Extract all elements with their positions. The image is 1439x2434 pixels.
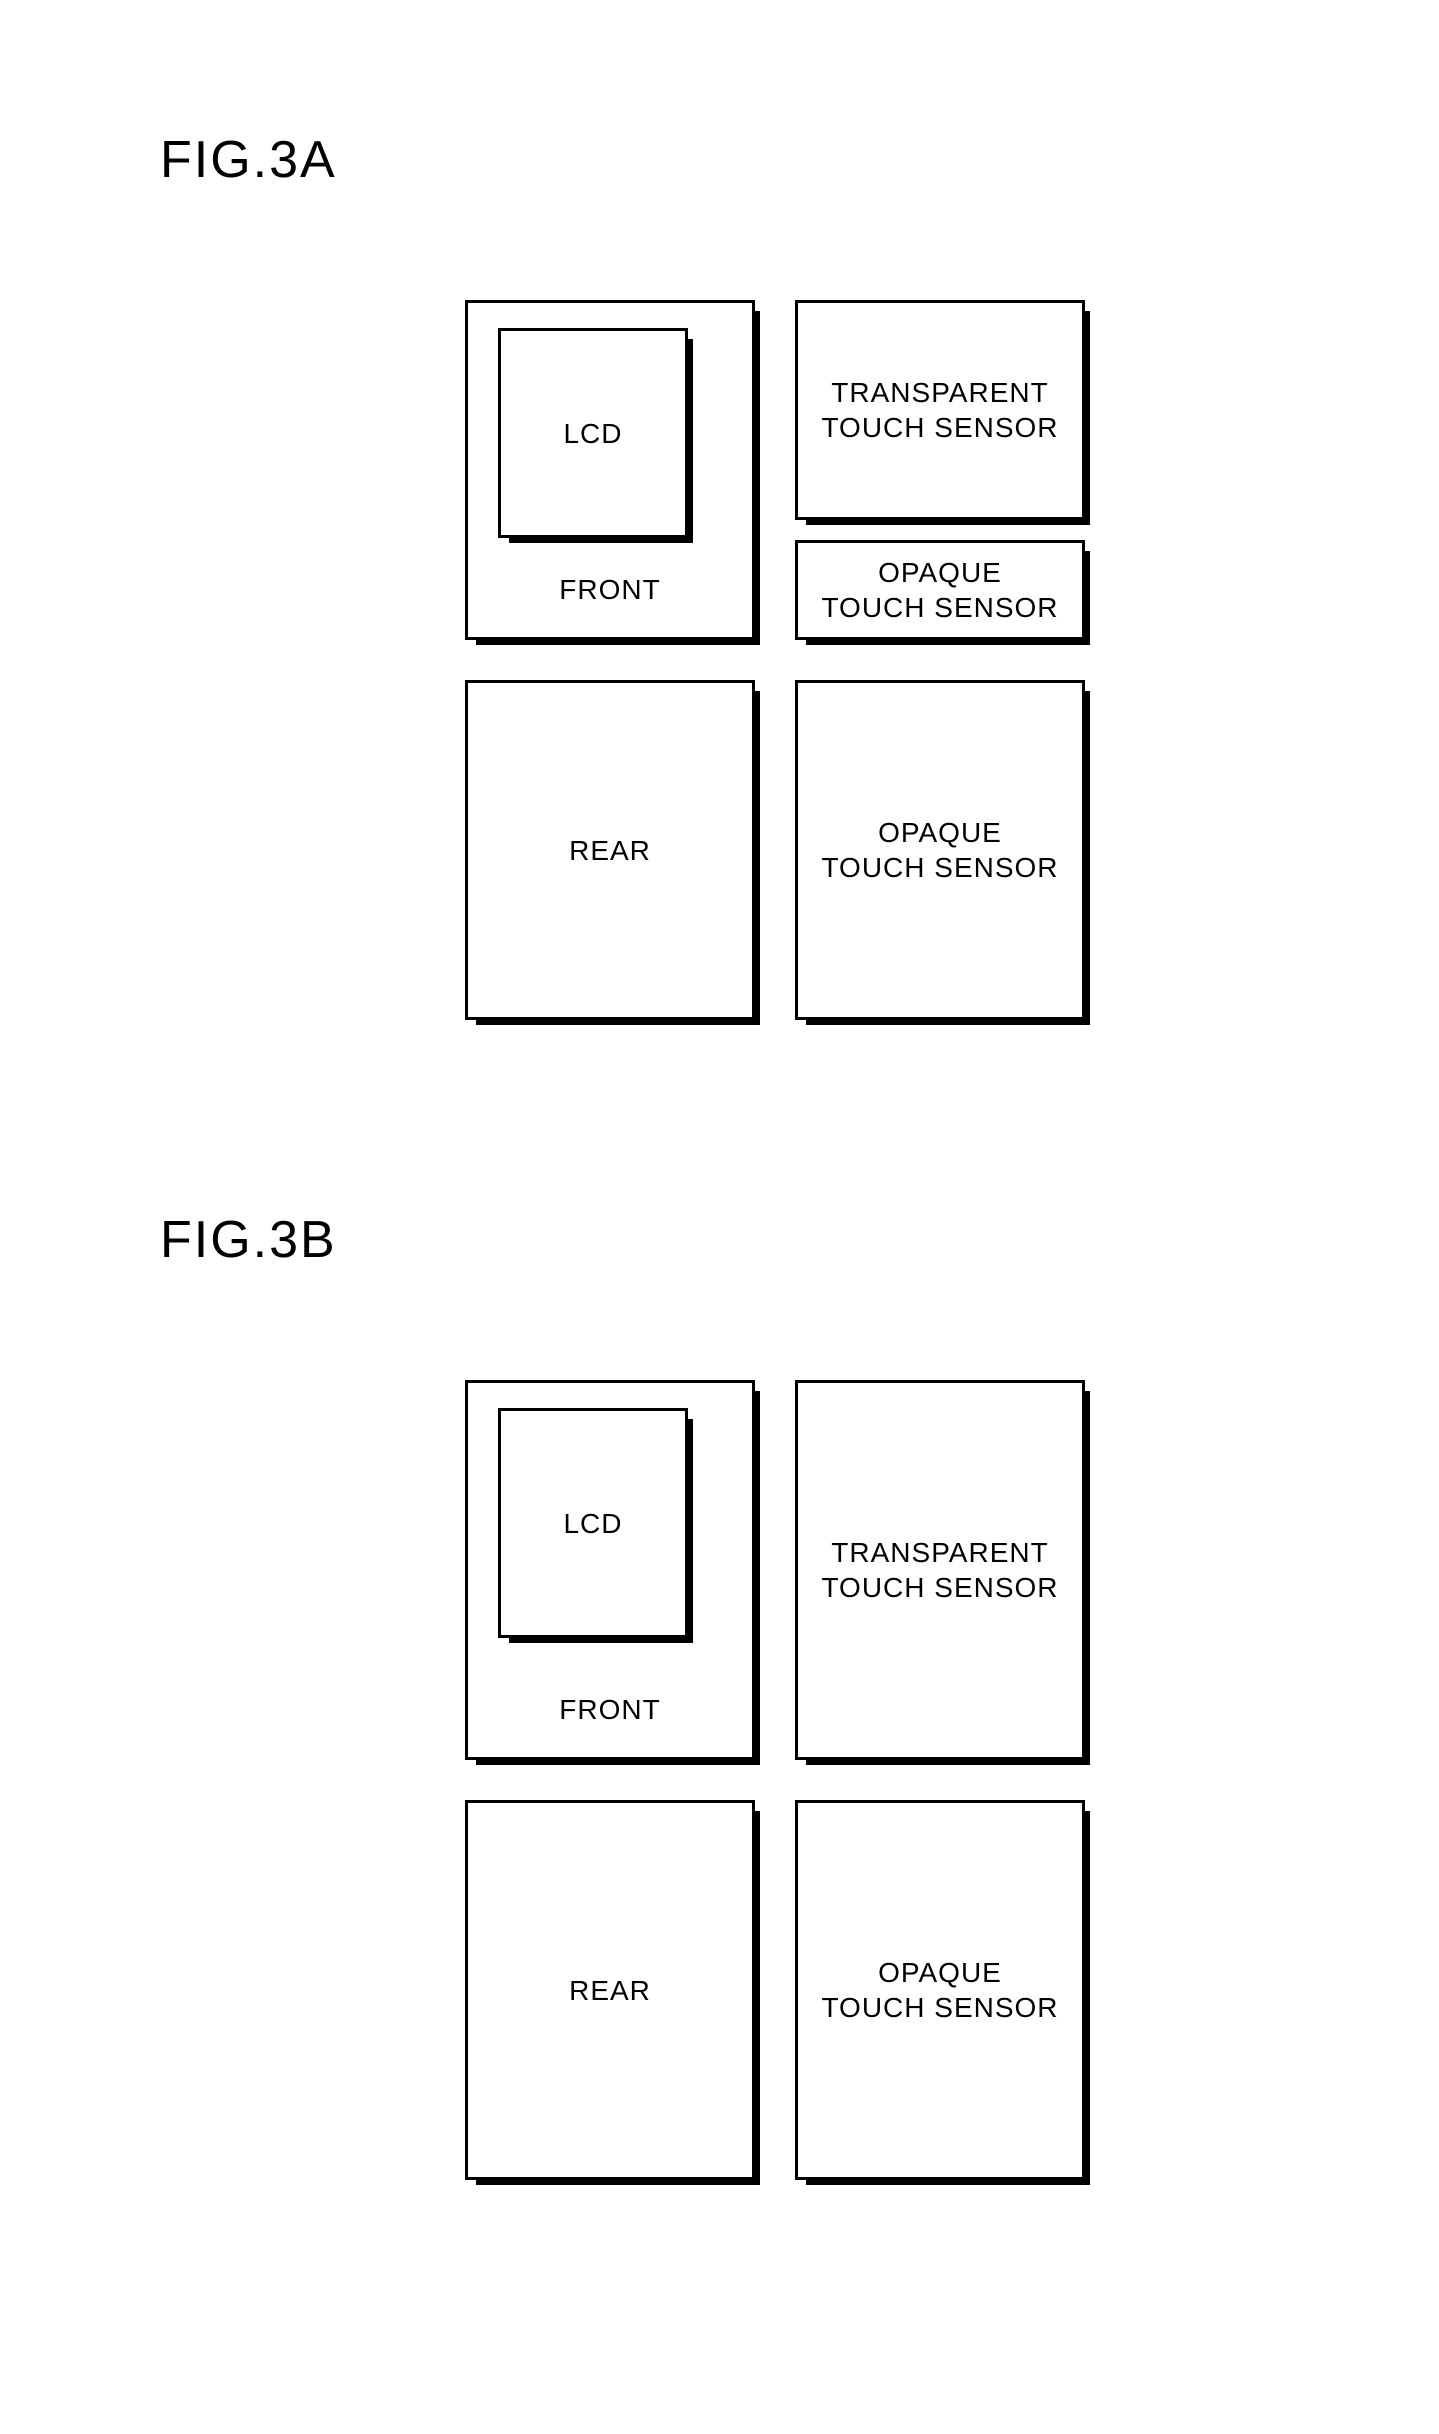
lcd-box: LCD [498,328,688,538]
figure-3b: LCD FRONT TRANSPARENT TOUCH SENSOR REAR [465,1380,1085,2180]
lcd-label: LCD [563,416,622,451]
rear-label: REAR [569,1973,651,2008]
opaque-sensor-rear-box: OPAQUE TOUCH SENSOR [795,680,1085,1020]
opaque-sensor-rear-box: OPAQUE TOUCH SENSOR [795,1800,1085,2180]
transparent-sensor-box: TRANSPARENT TOUCH SENSOR [795,1380,1085,1760]
opaque-sensor-front-box: OPAQUE TOUCH SENSOR [795,540,1085,640]
figure-3b-label: FIG.3B [160,1210,337,1270]
lcd-label: LCD [563,1506,622,1541]
lcd-box: LCD [498,1408,688,1638]
rear-panel-box: REAR [465,1800,755,2180]
front-panel-box: LCD FRONT [465,300,755,640]
opaque-sensor-front-label: OPAQUE TOUCH SENSOR [821,555,1058,625]
front-sensor-column: TRANSPARENT TOUCH SENSOR OPAQUE TOUCH SE… [795,300,1085,640]
front-panel-box: LCD FRONT [465,1380,755,1760]
opaque-sensor-rear-label: OPAQUE TOUCH SENSOR [821,815,1058,885]
transparent-sensor-box: TRANSPARENT TOUCH SENSOR [795,300,1085,520]
figure-3a: LCD FRONT TRANSPARENT TOUCH SENSOR OPAQU… [465,300,1085,1020]
rear-label: REAR [569,833,651,868]
transparent-sensor-label: TRANSPARENT TOUCH SENSOR [821,375,1058,445]
front-label: FRONT [468,572,752,607]
figure-3a-label: FIG.3A [160,130,337,190]
transparent-sensor-label: TRANSPARENT TOUCH SENSOR [821,1535,1058,1605]
opaque-sensor-rear-label: OPAQUE TOUCH SENSOR [821,1955,1058,2025]
rear-panel-box: REAR [465,680,755,1020]
page: FIG.3A LCD FRONT [0,0,1439,2434]
front-label: FRONT [468,1692,752,1727]
